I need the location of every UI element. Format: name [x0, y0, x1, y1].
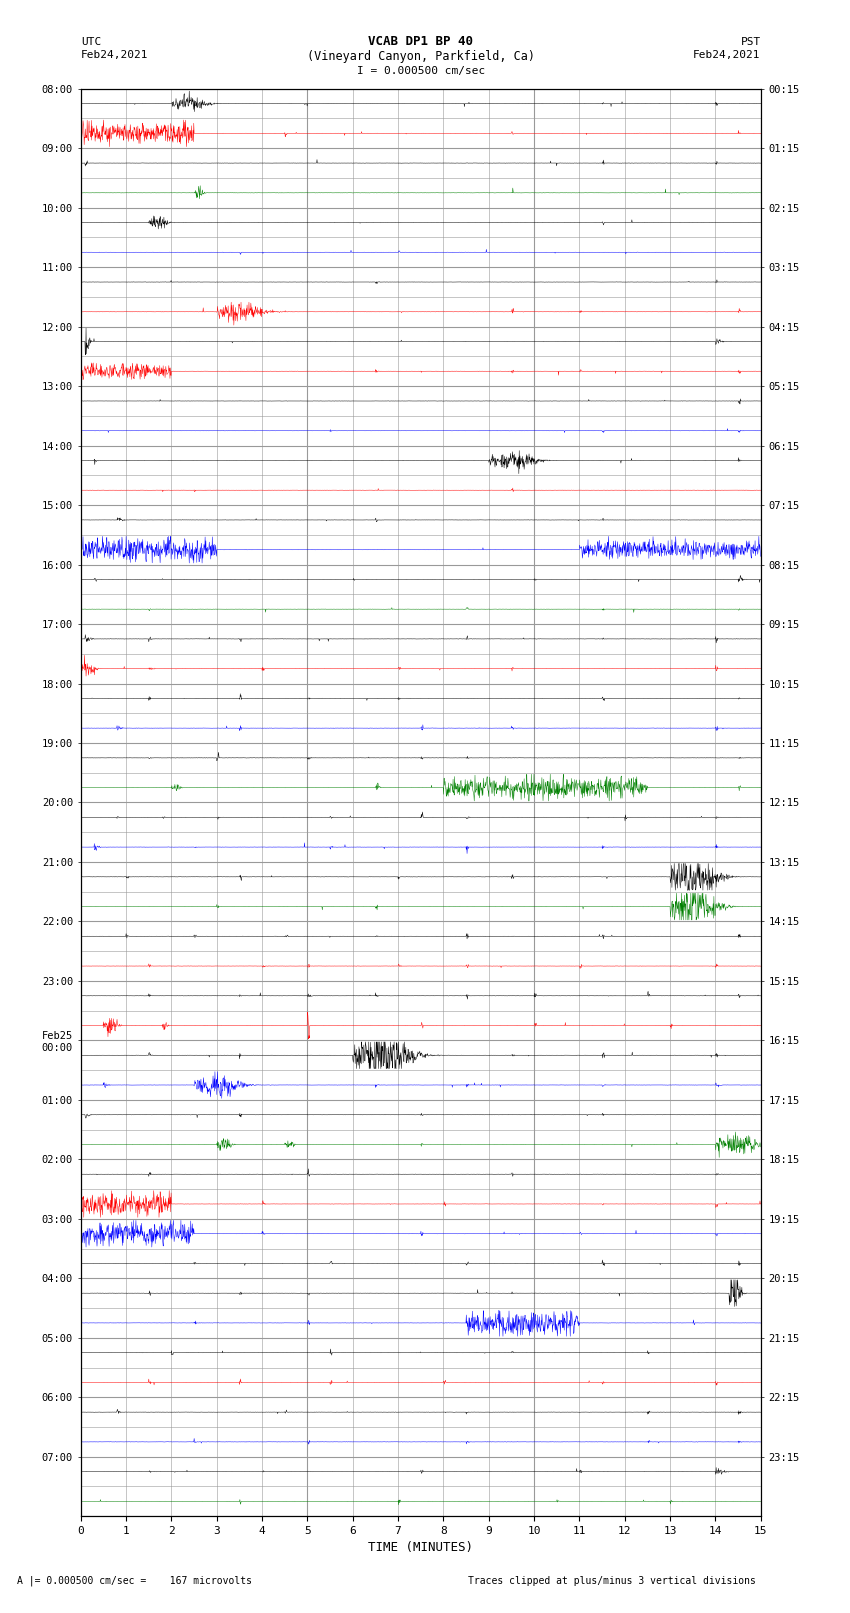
Text: (Vineyard Canyon, Parkfield, Ca): (Vineyard Canyon, Parkfield, Ca) [307, 50, 535, 63]
Text: Traces clipped at plus/minus 3 vertical divisions: Traces clipped at plus/minus 3 vertical … [468, 1576, 756, 1586]
Text: Feb24,2021: Feb24,2021 [694, 50, 761, 60]
Text: Feb24,2021: Feb24,2021 [81, 50, 148, 60]
Text: A |= 0.000500 cm/sec =    167 microvolts: A |= 0.000500 cm/sec = 167 microvolts [17, 1576, 252, 1586]
Text: I = 0.000500 cm/sec: I = 0.000500 cm/sec [357, 66, 484, 76]
Text: UTC: UTC [81, 37, 101, 47]
Text: VCAB DP1 BP 40: VCAB DP1 BP 40 [368, 35, 473, 48]
Text: PST: PST [740, 37, 761, 47]
X-axis label: TIME (MINUTES): TIME (MINUTES) [368, 1542, 473, 1555]
